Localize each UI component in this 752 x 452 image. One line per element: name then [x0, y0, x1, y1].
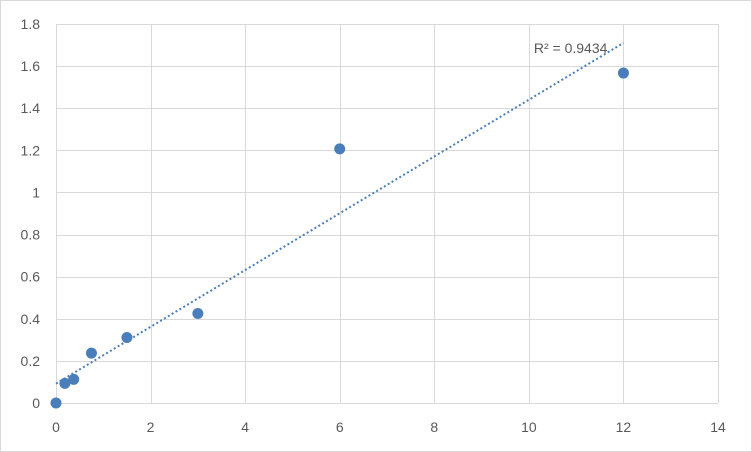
axis-tick-labels: 0 2 4 6 8 10 12 14 0 0.2 0.4 0.6 0.8 1 1.2 1.4 1.6 1.8: [21, 16, 726, 435]
data-point-4: [121, 332, 133, 344]
data-points: [50, 67, 629, 409]
data-point-1: [59, 377, 71, 389]
gridlines: [56, 24, 719, 404]
trendline-layer: [55, 42, 624, 385]
data-point-2: [68, 373, 80, 385]
y-tick-label-0: 0: [32, 395, 40, 411]
r-squared-label: R² = 0.9434: [534, 40, 608, 56]
y-tick-label-6: 1.2: [21, 142, 41, 158]
x-tick-label-1: 2: [147, 419, 155, 435]
x-tick-label-0: 0: [52, 419, 60, 435]
data-point-0: [50, 397, 62, 409]
y-tick-label-2: 0.4: [21, 311, 41, 327]
x-tick-label-4: 8: [430, 419, 438, 435]
y-tick-label-1: 0.2: [21, 353, 41, 369]
y-tick-label-3: 0.6: [21, 269, 41, 285]
data-point-7: [617, 67, 629, 79]
x-tick-label-5: 10: [521, 419, 537, 435]
y-tick-label-5: 1: [32, 184, 40, 200]
x-tick-label-2: 4: [241, 419, 249, 435]
x-tick-label-7: 14: [710, 419, 726, 435]
x-tick-label-3: 6: [336, 419, 344, 435]
y-tick-label-7: 1.4: [21, 100, 41, 116]
linear-trendline: [55, 42, 624, 385]
y-tick-label-4: 0.8: [21, 227, 41, 243]
data-point-3: [85, 347, 97, 359]
annotations: R² = 0.9434: [534, 40, 608, 56]
y-tick-label-9: 1.8: [21, 16, 41, 32]
y-tick-label-8: 1.6: [21, 58, 41, 74]
data-point-6: [334, 143, 346, 155]
x-tick-label-6: 12: [616, 419, 632, 435]
data-point-5: [192, 308, 204, 320]
